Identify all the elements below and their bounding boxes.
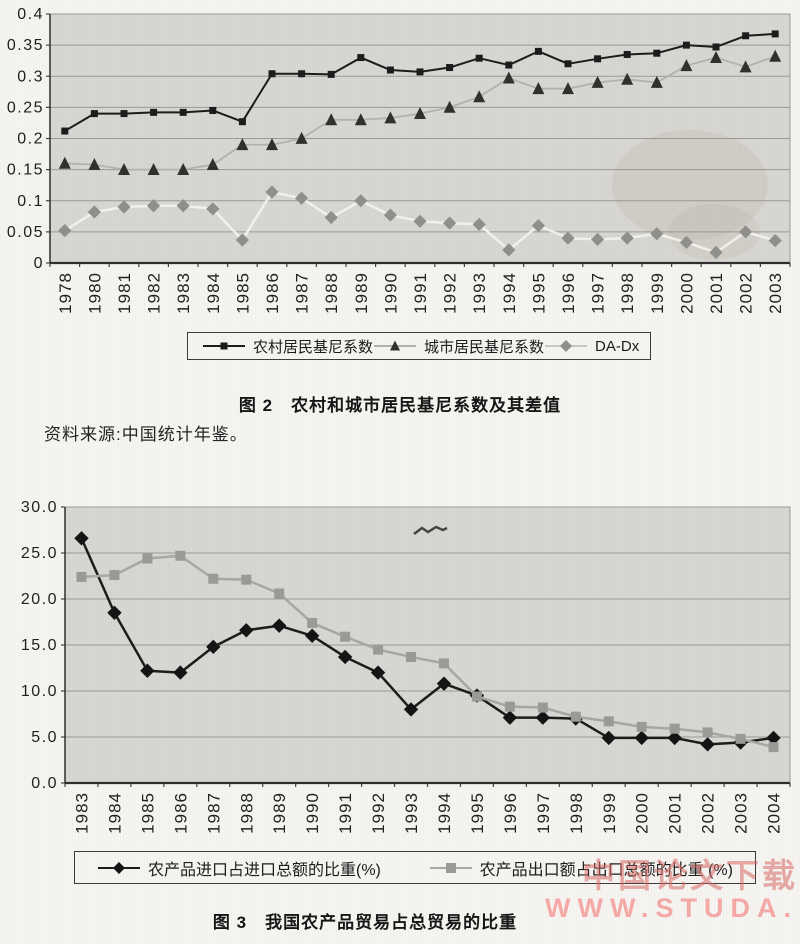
svg-text:1991: 1991 xyxy=(411,272,430,314)
svg-text:1983: 1983 xyxy=(174,272,193,314)
svg-text:1987: 1987 xyxy=(293,272,312,314)
legend-item-urban-gini: 城市居民基尼系数 xyxy=(373,336,544,357)
svg-text:1994: 1994 xyxy=(500,272,519,314)
svg-text:1995: 1995 xyxy=(529,272,548,314)
svg-text:0.15: 0.15 xyxy=(7,162,44,179)
svg-text:2000: 2000 xyxy=(677,272,696,314)
export-share-marker-icon xyxy=(429,862,472,873)
svg-text:1997: 1997 xyxy=(534,792,553,834)
svg-text:1983: 1983 xyxy=(72,792,91,834)
svg-text:1992: 1992 xyxy=(441,272,460,314)
legend-item-rural-gini: 农村居民基尼系数 xyxy=(202,336,373,357)
svg-text:1986: 1986 xyxy=(171,792,190,834)
svg-text:1985: 1985 xyxy=(138,792,157,834)
trade-chart-legend: 农产品进口占进口总额的比重(%) 农产品出口额占出口总额的比重 (%) xyxy=(74,851,756,884)
svg-text:20.0: 20.0 xyxy=(21,591,58,608)
svg-text:1986: 1986 xyxy=(263,272,282,314)
svg-text:1984: 1984 xyxy=(105,792,124,834)
svg-text:1996: 1996 xyxy=(501,792,520,834)
svg-text:1995: 1995 xyxy=(468,792,487,834)
svg-text:2001: 2001 xyxy=(707,272,726,314)
legend-item-import-share: 农产品进口占进口总额的比重(%) xyxy=(97,856,381,880)
svg-text:10.0: 10.0 xyxy=(21,683,58,700)
svg-text:1990: 1990 xyxy=(303,792,322,834)
svg-text:2002: 2002 xyxy=(737,272,756,314)
svg-text:1989: 1989 xyxy=(270,792,289,834)
legend-label-export-share: 农产品出口额占出口总额的比重 (%) xyxy=(479,861,733,879)
legend-item-export-share: 农产品出口额占出口总额的比重 (%) xyxy=(429,856,733,880)
gini-chart-legend: 农村居民基尼系数 城市居民基尼系数 DA-Dx xyxy=(187,332,651,360)
svg-text:1996: 1996 xyxy=(559,272,578,314)
svg-text:30.0: 30.0 xyxy=(21,499,58,516)
legend-label-import-share: 农产品进口占进口总额的比重(%) xyxy=(148,861,381,879)
urban-gini-marker-icon xyxy=(374,340,417,351)
svg-text:2004: 2004 xyxy=(765,792,784,834)
svg-text:1991: 1991 xyxy=(336,792,355,834)
svg-text:0.35: 0.35 xyxy=(7,37,44,54)
svg-text:1997: 1997 xyxy=(589,272,608,314)
svg-text:2002: 2002 xyxy=(699,792,718,834)
gini-line-chart: 0 0.05 0.1 0.15 0.2 0.25 0.3 0.35 0.4 1978 1980 198… xyxy=(7,6,791,314)
svg-text:0.3: 0.3 xyxy=(17,68,44,85)
svg-text:15.0: 15.0 xyxy=(21,637,58,654)
svg-text:1993: 1993 xyxy=(470,272,489,314)
svg-text:1998: 1998 xyxy=(567,792,586,834)
svg-text:1980: 1980 xyxy=(85,272,104,314)
svg-text:0.1: 0.1 xyxy=(17,193,44,210)
svg-text:1999: 1999 xyxy=(600,792,619,834)
svg-text:1982: 1982 xyxy=(145,272,164,314)
source-note: 资料来源:中国统计年鉴。 xyxy=(44,425,248,444)
svg-text:1999: 1999 xyxy=(648,272,667,314)
svg-text:1994: 1994 xyxy=(435,792,454,834)
svg-text:0.0: 0.0 xyxy=(31,775,58,792)
figure2-caption: 图 2 农村和城市居民基尼系数及其差值 xyxy=(238,396,562,415)
svg-text:0.2: 0.2 xyxy=(17,131,44,148)
svg-text:5.0: 5.0 xyxy=(31,729,58,746)
svg-text:1984: 1984 xyxy=(204,272,223,314)
svg-text:0.25: 0.25 xyxy=(7,99,44,116)
svg-text:1988: 1988 xyxy=(237,792,256,834)
figure3-caption: 图 3 我国农产品贸易占总贸易的比重 xyxy=(212,913,518,932)
svg-text:1987: 1987 xyxy=(204,792,223,834)
svg-text:1998: 1998 xyxy=(618,272,637,314)
svg-text:1988: 1988 xyxy=(322,272,341,314)
svg-text:2001: 2001 xyxy=(666,792,685,834)
legend-label-dadx: DA-Dx xyxy=(595,337,640,355)
svg-text:1989: 1989 xyxy=(352,272,371,314)
svg-text:0: 0 xyxy=(34,255,44,272)
svg-text:1981: 1981 xyxy=(115,272,134,314)
svg-text:1978: 1978 xyxy=(56,272,75,314)
svg-text:1985: 1985 xyxy=(233,272,252,314)
svg-text:2000: 2000 xyxy=(633,792,652,834)
svg-text:2003: 2003 xyxy=(732,792,751,834)
svg-text:25.0: 25.0 xyxy=(21,545,58,562)
trade-share-line-chart: 0.0 5.0 10.0 15.0 20.0 25.0 30.0 1983 1984 1985 19… xyxy=(21,499,791,834)
legend-label-urban-gini: 城市居民基尼系数 xyxy=(424,338,545,356)
legend-label-rural-gini: 农村居民基尼系数 xyxy=(253,338,374,356)
svg-text:1992: 1992 xyxy=(369,792,388,834)
svg-text:1990: 1990 xyxy=(381,272,400,314)
svg-text:2003: 2003 xyxy=(766,272,785,314)
dadx-marker-icon xyxy=(545,340,588,352)
svg-text:0.05: 0.05 xyxy=(7,224,44,241)
import-share-marker-icon xyxy=(98,861,140,874)
legend-item-dadx: DA-Dx xyxy=(544,338,639,355)
svg-text:0.4: 0.4 xyxy=(17,6,44,23)
svg-text:1993: 1993 xyxy=(402,792,421,834)
rural-gini-marker-icon xyxy=(203,342,245,350)
